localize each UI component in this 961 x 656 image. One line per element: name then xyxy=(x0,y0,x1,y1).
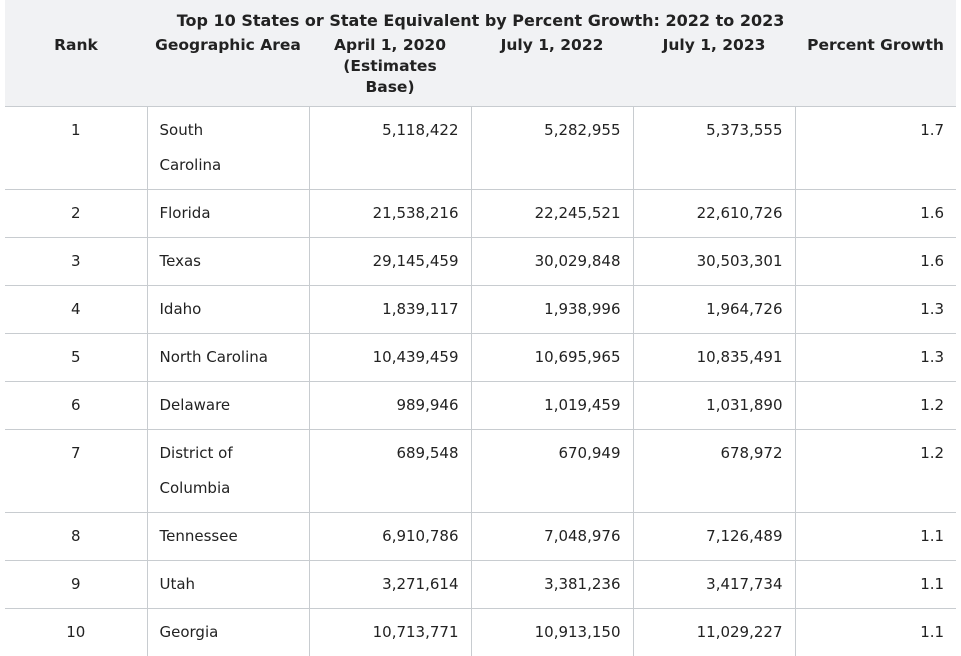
table-cell: 7,048,976 xyxy=(471,513,633,561)
table-cell: 1.2 xyxy=(795,430,956,513)
column-header: April 1, 2020 (Estimates Base) xyxy=(309,35,471,107)
table-cell: 1.2 xyxy=(795,382,956,430)
table-cell: 1,031,890 xyxy=(633,382,795,430)
table-cell: 1,938,996 xyxy=(471,286,633,334)
table-cell: 1 xyxy=(5,107,147,190)
column-header: Geographic Area xyxy=(147,35,309,107)
column-header: July 1, 2022 xyxy=(471,35,633,107)
table-cell: 5,282,955 xyxy=(471,107,633,190)
table-cell: Texas xyxy=(147,238,309,286)
table-cell: 1,964,726 xyxy=(633,286,795,334)
table-cell: 1.1 xyxy=(795,513,956,561)
table-cell: 5,118,422 xyxy=(309,107,471,190)
table-cell: 22,610,726 xyxy=(633,190,795,238)
table-cell: 9 xyxy=(5,561,147,609)
table-cell: 1.7 xyxy=(795,107,956,190)
table-cell: 1.1 xyxy=(795,561,956,609)
table-cell: 22,245,521 xyxy=(471,190,633,238)
table-cell: Tennessee xyxy=(147,513,309,561)
table-cell: 7 xyxy=(5,430,147,513)
table-cell: District of Columbia xyxy=(147,430,309,513)
table-cell: 1.6 xyxy=(795,238,956,286)
table-cell: 2 xyxy=(5,190,147,238)
table-cell: 678,972 xyxy=(633,430,795,513)
table-cell: 3,381,236 xyxy=(471,561,633,609)
table-cell: 10,439,459 xyxy=(309,334,471,382)
table-cell: 7,126,489 xyxy=(633,513,795,561)
table-title: Top 10 States or State Equivalent by Per… xyxy=(5,0,956,35)
table-cell: 10,713,771 xyxy=(309,609,471,656)
table-cell: 1.3 xyxy=(795,286,956,334)
table-cell: 1,019,459 xyxy=(471,382,633,430)
table-cell: 1.6 xyxy=(795,190,956,238)
table-cell: 30,029,848 xyxy=(471,238,633,286)
table-cell: 30,503,301 xyxy=(633,238,795,286)
table-cell: Florida xyxy=(147,190,309,238)
table-cell: 6,910,786 xyxy=(309,513,471,561)
table-cell: 11,029,227 xyxy=(633,609,795,656)
table-cell: 10,913,150 xyxy=(471,609,633,656)
table-cell: 10 xyxy=(5,609,147,656)
table-cell: Utah xyxy=(147,561,309,609)
table-cell: 8 xyxy=(5,513,147,561)
table-cell: Idaho xyxy=(147,286,309,334)
table-cell: Georgia xyxy=(147,609,309,656)
table-cell: 989,946 xyxy=(309,382,471,430)
table-cell: Delaware xyxy=(147,382,309,430)
table-cell: 1,839,117 xyxy=(309,286,471,334)
table-cell: 1.1 xyxy=(795,609,956,656)
table-cell: 29,145,459 xyxy=(309,238,471,286)
table-cell: 1.3 xyxy=(795,334,956,382)
table-cell: South Carolina xyxy=(147,107,309,190)
table-cell: 3 xyxy=(5,238,147,286)
page: Top 10 States or State Equivalent by Per… xyxy=(0,0,961,634)
data-table: Top 10 States or State Equivalent by Per… xyxy=(5,0,956,656)
column-header: Rank xyxy=(5,35,147,107)
table-cell: 5,373,555 xyxy=(633,107,795,190)
table-cell: 3,271,614 xyxy=(309,561,471,609)
table-cell: 21,538,216 xyxy=(309,190,471,238)
table-cell: 10,835,491 xyxy=(633,334,795,382)
table-cell: 10,695,965 xyxy=(471,334,633,382)
table-cell: 670,949 xyxy=(471,430,633,513)
table-cell: 689,548 xyxy=(309,430,471,513)
table-cell: 3,417,734 xyxy=(633,561,795,609)
table-cell: North Carolina xyxy=(147,334,309,382)
column-header: Percent Growth xyxy=(795,35,956,107)
table-cell: 4 xyxy=(5,286,147,334)
table-cell: 5 xyxy=(5,334,147,382)
table-cell: 6 xyxy=(5,382,147,430)
column-header: July 1, 2023 xyxy=(633,35,795,107)
